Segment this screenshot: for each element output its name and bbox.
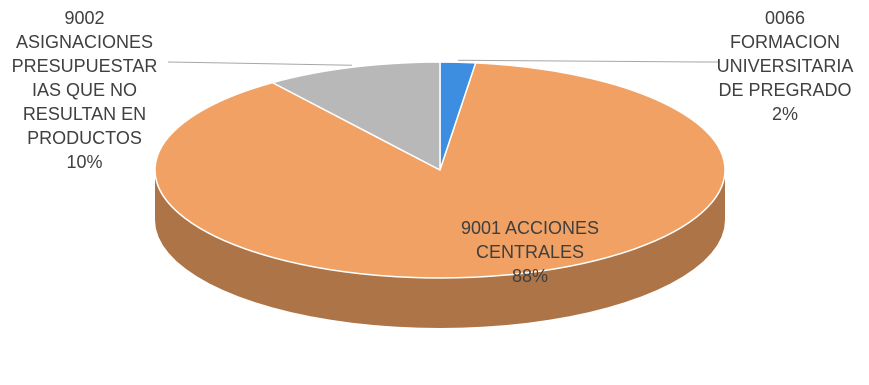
leader-lines-group xyxy=(167,59,720,66)
slice-label-9001: 9001 ACCIONES CENTRALES 88% xyxy=(440,216,620,288)
slice-label-0066-line2: UNIVERSITARIA xyxy=(716,56,854,76)
slice-label-0066-line1: FORMACION xyxy=(730,32,840,52)
pie-top-group xyxy=(154,61,726,279)
slice-label-0066-pct: 2% xyxy=(771,104,798,124)
slice-label-9002-code: 9002 xyxy=(64,8,105,28)
slice-label-9002-line2: PRESUPUESTAR xyxy=(11,56,158,76)
slice-label-9002-line5: PRODUCTOS xyxy=(27,128,142,148)
slice-label-9001-line1: 9001 ACCIONES xyxy=(460,218,600,238)
slice-label-9002: 9002 ASIGNACIONES PRESUPUESTAR IAS QUE N… xyxy=(2,6,167,174)
pie-side-group xyxy=(155,170,725,328)
slice-label-9002-line4: RESULTAN EN xyxy=(22,104,147,124)
leader-line-0066 xyxy=(457,59,720,63)
pie-slice-9002 xyxy=(271,61,441,171)
slice-label-9002-line3: IAS QUE NO xyxy=(31,80,138,100)
slice-label-0066-line3: DE PREGRADO xyxy=(718,80,852,100)
leader-line-9002 xyxy=(167,61,352,66)
pie-side-9001 xyxy=(155,170,725,328)
slice-label-9001-pct: 88% xyxy=(511,266,549,286)
slice-label-0066: 0066 FORMACION UNIVERSITARIA DE PREGRADO… xyxy=(700,6,869,126)
slice-label-9002-pct: 10% xyxy=(66,152,103,172)
slice-label-9002-line1: ASIGNACIONES xyxy=(15,32,154,52)
slice-label-0066-code: 0066 xyxy=(764,8,806,28)
slice-label-9001-line2: CENTRALES xyxy=(475,242,585,262)
